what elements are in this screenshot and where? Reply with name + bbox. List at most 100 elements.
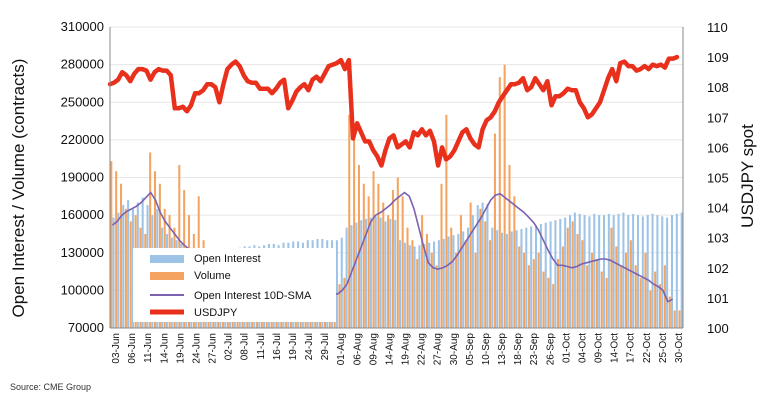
volume-bar <box>639 277 642 328</box>
open-interest-bar <box>457 233 460 328</box>
x-tick-label: 14-Aug <box>385 333 396 365</box>
x-tick-label: 10-Sep <box>481 333 492 366</box>
open-interest-bar <box>510 231 513 328</box>
y-tick-right: 107 <box>707 110 729 125</box>
x-tick-label: 27-Jun <box>208 333 219 364</box>
volume-bar <box>455 252 458 328</box>
volume-bar <box>425 233 428 328</box>
open-interest-bar <box>365 218 368 328</box>
volume-bar <box>561 246 564 328</box>
x-tick-label: 11-Jul <box>256 333 267 360</box>
volume-bar <box>464 240 467 328</box>
x-tick-label: 24-Jun <box>191 333 202 364</box>
volume-bar <box>343 277 346 328</box>
open-interest-bar <box>452 235 455 328</box>
open-interest-bar <box>408 245 411 328</box>
volume-bar <box>391 190 394 328</box>
open-interest-bar <box>641 216 644 328</box>
x-tick-label: 25-Oct <box>658 333 669 363</box>
y-tick-left: 190000 <box>61 170 104 185</box>
volume-bar <box>654 271 657 328</box>
volume-bar <box>566 227 569 328</box>
open-interest-bar <box>112 217 115 328</box>
open-interest-bar <box>651 213 654 328</box>
volume-bar <box>382 202 385 328</box>
volume-bar <box>668 296 671 328</box>
open-interest-bar <box>559 218 562 328</box>
legend-label-sma: Open Interest 10D-SMA <box>194 290 312 302</box>
volume-bar <box>450 227 453 328</box>
open-interest-bar <box>598 215 601 328</box>
y-tick-right: 102 <box>707 261 729 276</box>
open-interest-bar <box>389 218 392 328</box>
x-tick-label: 19-Jul <box>288 333 299 360</box>
y-tick-right: 108 <box>707 80 729 95</box>
open-interest-bar <box>394 220 397 328</box>
open-interest-bar <box>520 228 523 328</box>
x-tick-label: 14-Jun <box>159 333 170 364</box>
open-interest-bar <box>564 217 567 328</box>
open-interest-bar <box>117 212 120 328</box>
open-interest-bar <box>433 241 436 328</box>
volume-bar <box>484 221 487 328</box>
volume-bar <box>615 246 618 328</box>
y-tick-right: 106 <box>707 140 729 155</box>
y-tick-right: 101 <box>707 291 729 306</box>
y-tick-left: 100000 <box>61 282 104 297</box>
open-interest-bar <box>496 230 499 328</box>
volume-bar <box>406 227 409 328</box>
x-tick-label: 02-Jul <box>224 333 235 360</box>
volume-bar <box>459 215 462 328</box>
volume-bar <box>469 202 472 328</box>
volume-bar <box>387 215 390 328</box>
source-note: Source: CME Group <box>10 382 91 392</box>
x-tick-label: 30-Oct <box>674 333 685 363</box>
volume-bar <box>120 183 123 328</box>
open-interest-bar <box>384 221 387 328</box>
open-interest-bar <box>656 215 659 328</box>
open-interest-bar <box>374 216 377 328</box>
x-tick-label: 14-Oct <box>610 333 621 363</box>
volume-bar <box>513 196 516 328</box>
volume-bar <box>649 290 652 328</box>
open-interest-bar <box>486 203 489 328</box>
volume-bar <box>581 240 584 328</box>
volume-bar <box>357 164 360 328</box>
volume-bar <box>149 152 152 328</box>
y-axis-right-ticks: 100 101 102 103 104 105 106 107 108 109 110 <box>707 20 729 336</box>
open-interest-bar <box>588 216 591 328</box>
x-tick-label: 22-Oct <box>642 333 653 363</box>
y-tick-right: 110 <box>707 20 728 35</box>
volume-bar <box>430 252 433 328</box>
y-tick-right: 105 <box>707 171 729 186</box>
open-interest-bar <box>593 213 596 328</box>
volume-bar <box>416 259 419 328</box>
open-interest-bar <box>476 205 479 328</box>
volume-bar <box>591 252 594 328</box>
x-tick-label: 29-Jul <box>320 333 331 360</box>
volume-bar <box>115 171 118 328</box>
y-tick-left: 70000 <box>68 320 104 335</box>
open-interest-bar <box>500 232 504 328</box>
open-interest-bar <box>127 200 130 328</box>
open-interest-bar <box>578 213 581 328</box>
y-tick-left: 220000 <box>61 132 104 147</box>
open-interest-bar <box>661 216 664 328</box>
open-interest-bar <box>467 227 470 328</box>
open-interest-bar <box>627 215 630 328</box>
legend-swatch-volume <box>150 272 184 280</box>
volume-bar <box>552 284 555 328</box>
volume-bar <box>338 284 341 328</box>
y-tick-right: 103 <box>707 231 729 246</box>
volume-bar <box>124 208 127 328</box>
volume-bar <box>527 265 530 328</box>
x-tick-label: 13-Sep <box>497 333 508 366</box>
open-interest-bar <box>515 230 518 328</box>
volume-bar <box>576 233 579 328</box>
open-interest-bar <box>525 227 528 328</box>
open-interest-bar <box>622 212 625 328</box>
volume-bar <box>523 252 526 328</box>
x-tick-label: 17-Oct <box>626 333 637 363</box>
legend-swatch-open-interest <box>150 255 184 263</box>
open-interest-bar <box>636 215 640 328</box>
